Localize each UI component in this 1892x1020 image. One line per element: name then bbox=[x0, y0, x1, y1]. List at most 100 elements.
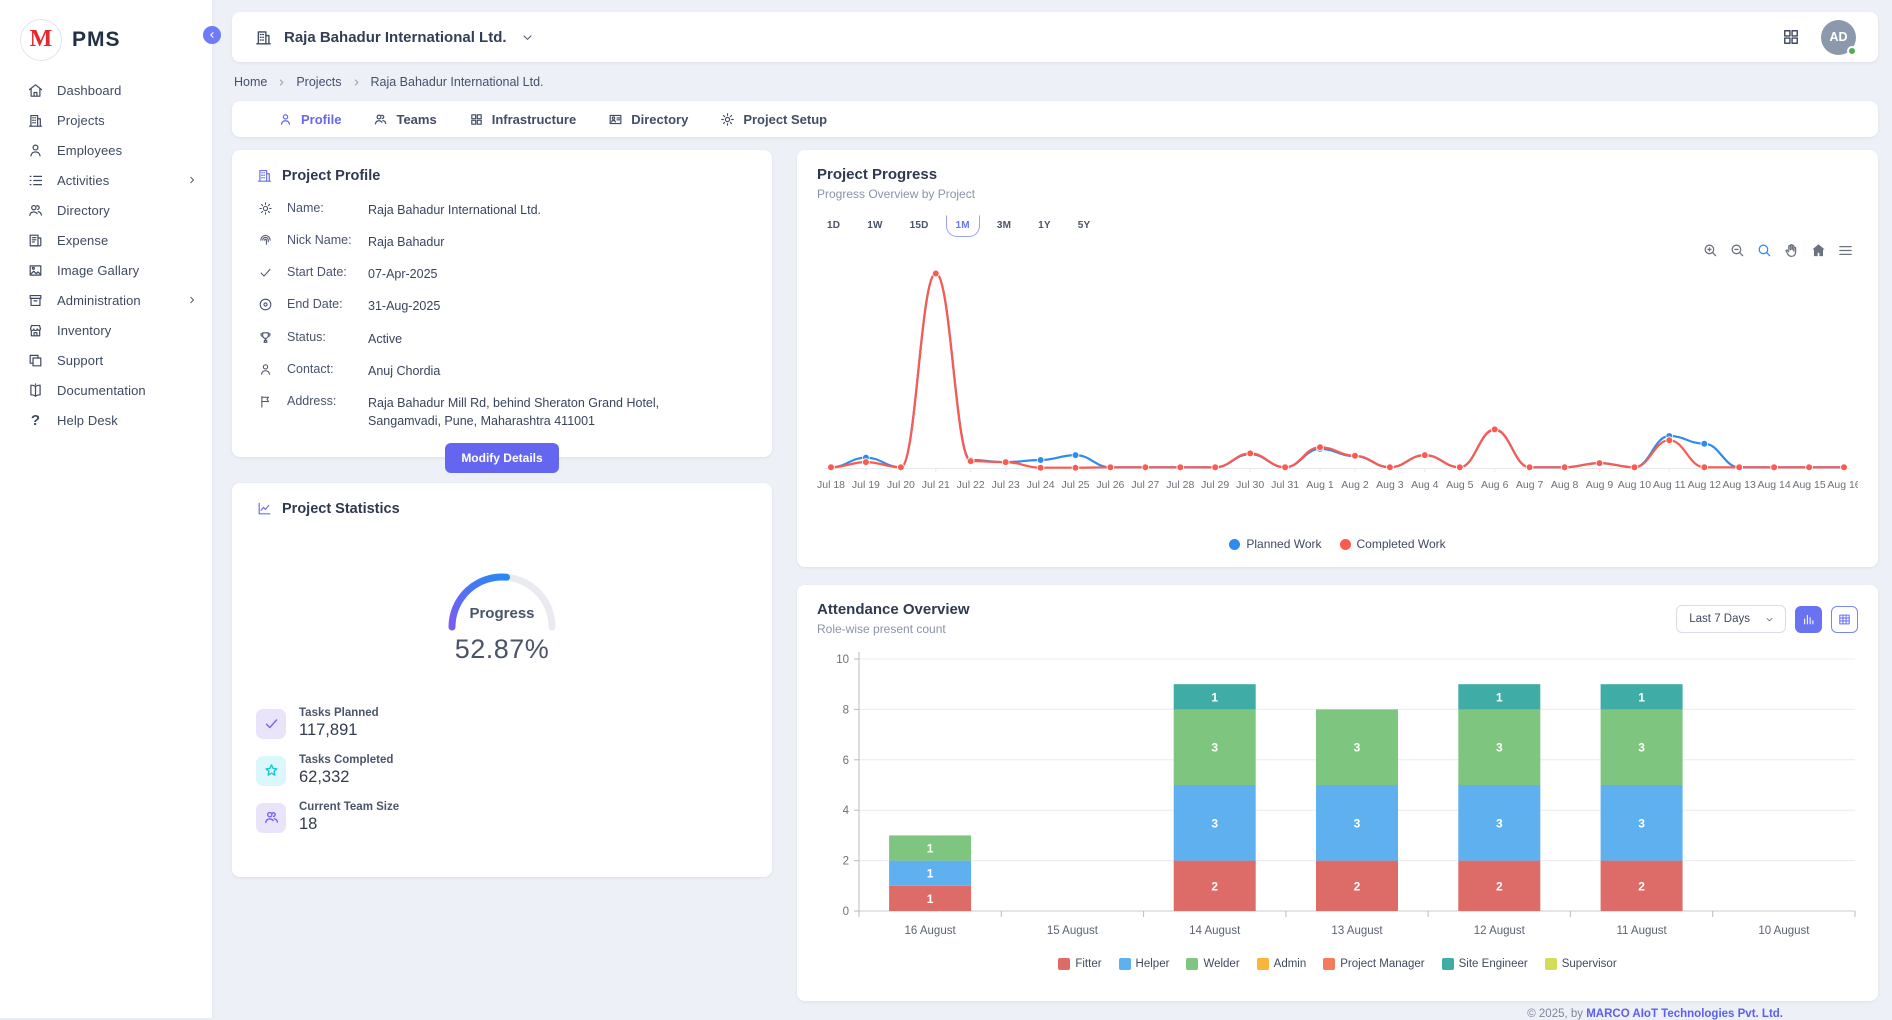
svg-text:10: 10 bbox=[836, 654, 849, 666]
range-button-1y[interactable]: 1Y bbox=[1028, 215, 1061, 237]
sidebar-collapse-button[interactable] bbox=[203, 26, 221, 44]
sidebar-item-administration[interactable]: Administration bbox=[0, 285, 212, 315]
profile-row-label: Address: bbox=[287, 393, 368, 408]
svg-text:Jul 26: Jul 26 bbox=[1096, 479, 1124, 491]
receipt-icon bbox=[27, 232, 44, 249]
avatar[interactable]: AD bbox=[1821, 20, 1856, 55]
breadcrumb: Home Projects Raja Bahadur International L… bbox=[234, 75, 1878, 89]
tab-teams[interactable]: Teams bbox=[357, 101, 452, 137]
tab-profile[interactable]: Profile bbox=[262, 101, 357, 137]
sidebar-item-dashboard[interactable]: Dashboard bbox=[0, 75, 212, 105]
apps-grid-icon[interactable] bbox=[1781, 27, 1801, 47]
table-view-button[interactable] bbox=[1831, 606, 1858, 633]
sidebar-item-label: Inventory bbox=[57, 323, 111, 338]
company-selector[interactable]: Raja Bahadur International Ltd. bbox=[254, 28, 535, 47]
svg-text:Aug 6: Aug 6 bbox=[1481, 479, 1509, 491]
attendance-chart-legend: Fitter Helper Welder Admin Project Manag… bbox=[817, 958, 1858, 970]
modify-details-button[interactable]: Modify Details bbox=[445, 443, 558, 473]
profile-row-value: Raja Bahadur International Ltd. bbox=[368, 200, 541, 219]
zoomin-icon[interactable] bbox=[1702, 242, 1719, 259]
sidebar-item-support[interactable]: Support bbox=[0, 345, 212, 375]
range-button-1m[interactable]: 1M bbox=[946, 215, 980, 237]
legend-swatch bbox=[1442, 958, 1454, 970]
legend-label: Welder bbox=[1203, 958, 1239, 970]
attendance-card: Attendance Overview Role-wise present co… bbox=[797, 585, 1878, 1001]
breadcrumb-item: Raja Bahadur International Ltd. bbox=[371, 75, 544, 89]
gauge-label: Progress bbox=[469, 605, 534, 622]
range-button-3m[interactable]: 3M bbox=[987, 215, 1021, 237]
sidebar-item-directory[interactable]: Directory bbox=[0, 195, 212, 225]
range-button-1d[interactable]: 1D bbox=[817, 215, 850, 237]
legend-item-fitter[interactable]: Fitter bbox=[1058, 958, 1101, 970]
legend-item-completed-work[interactable]: Completed Work bbox=[1340, 537, 1446, 551]
legend-item-supervisor[interactable]: Supervisor bbox=[1545, 958, 1617, 970]
svg-text:1: 1 bbox=[927, 842, 934, 856]
app-root: M PMS Dashboard Projects Employees Activ… bbox=[0, 0, 1892, 1018]
attendance-titles: Attendance Overview Role-wise present co… bbox=[817, 601, 970, 636]
tab-infrastructure[interactable]: Infrastructure bbox=[453, 101, 593, 137]
profile-row: Address: Raja Bahadur Mill Rd, behind Sh… bbox=[256, 393, 748, 430]
zoomsel-icon[interactable] bbox=[1756, 242, 1773, 259]
book-icon bbox=[27, 382, 44, 399]
chevron-right-icon bbox=[351, 77, 362, 88]
range-button-5y[interactable]: 5Y bbox=[1068, 215, 1101, 237]
range-button-1w[interactable]: 1W bbox=[857, 215, 892, 237]
list-icon bbox=[27, 172, 44, 189]
sidebar-item-expense[interactable]: Expense bbox=[0, 225, 212, 255]
breadcrumb-item[interactable]: Home bbox=[234, 75, 267, 89]
svg-text:Aug 4: Aug 4 bbox=[1411, 479, 1439, 491]
stat-label: Tasks Planned bbox=[299, 707, 379, 719]
chart-toolbar bbox=[1702, 242, 1854, 259]
profile-row: Nick Name: Raja Bahadur bbox=[256, 232, 748, 251]
homefill-icon[interactable] bbox=[1810, 242, 1827, 259]
legend-item-project-manager[interactable]: Project Manager bbox=[1323, 958, 1424, 970]
legend-item-planned-work[interactable]: Planned Work bbox=[1229, 537, 1321, 551]
profile-row-value: Raja Bahadur Mill Rd, behind Sheraton Gr… bbox=[368, 393, 698, 430]
range-button-15d[interactable]: 15D bbox=[900, 215, 939, 237]
sidebar-item-activities[interactable]: Activities bbox=[0, 165, 212, 195]
legend-label: Completed Work bbox=[1357, 537, 1446, 551]
sidebar-item-projects[interactable]: Projects bbox=[0, 105, 212, 135]
zoomout-icon[interactable] bbox=[1729, 242, 1746, 259]
attendance-bar-chart[interactable]: 024681016 August11115 August14 August233… bbox=[817, 644, 1858, 956]
tab-project-setup[interactable]: Project Setup bbox=[704, 101, 843, 137]
legend-item-site-engineer[interactable]: Site Engineer bbox=[1442, 958, 1528, 970]
sidebar-item-employees[interactable]: Employees bbox=[0, 135, 212, 165]
svg-text:Jul 19: Jul 19 bbox=[852, 479, 880, 491]
profile-row-value: Anuj Chordia bbox=[368, 361, 440, 380]
legend-item-admin[interactable]: Admin bbox=[1257, 958, 1307, 970]
svg-text:Aug 2: Aug 2 bbox=[1341, 479, 1369, 491]
bar-view-button[interactable] bbox=[1795, 606, 1822, 633]
pan-icon[interactable] bbox=[1783, 242, 1800, 259]
breadcrumb-item[interactable]: Projects bbox=[296, 75, 341, 89]
profile-row: Status: Active bbox=[256, 329, 748, 348]
copyright-text: © 2025, by bbox=[1527, 1008, 1586, 1020]
sidebar-item-image-gallary[interactable]: Image Gallary bbox=[0, 255, 212, 285]
people-icon bbox=[256, 803, 286, 833]
profile-row: Start Date: 07-Apr-2025 bbox=[256, 264, 748, 283]
tab-directory[interactable]: Directory bbox=[592, 101, 704, 137]
sidebar-item-label: Support bbox=[57, 353, 103, 368]
menu-icon[interactable] bbox=[1837, 242, 1854, 259]
sidebar-item-inventory[interactable]: Inventory bbox=[0, 315, 212, 345]
progress-line-chart[interactable]: Jul 18Jul 19Jul 20Jul 21Jul 22Jul 23Jul … bbox=[817, 263, 1858, 531]
main-area: Raja Bahadur International Ltd. AD Home P… bbox=[212, 0, 1892, 1018]
time-range-buttons: 1D 1W 15D 1M 3M 1Y 5Y bbox=[817, 215, 1858, 237]
svg-text:0: 0 bbox=[843, 906, 849, 918]
tab-label: Teams bbox=[396, 112, 436, 127]
sidebar-item-help-desk[interactable]: ? Help Desk bbox=[0, 405, 212, 435]
date-range-dropdown[interactable]: Last 7 Days bbox=[1676, 605, 1786, 633]
right-column: Project Progress Progress Overview by Pr… bbox=[797, 150, 1878, 1020]
sidebar-item-documentation[interactable]: Documentation bbox=[0, 375, 212, 405]
profile-row: End Date: 31-Aug-2025 bbox=[256, 296, 748, 315]
svg-text:Jul 24: Jul 24 bbox=[1027, 479, 1055, 491]
question-icon: ? bbox=[27, 412, 44, 429]
legend-item-welder[interactable]: Welder bbox=[1186, 958, 1239, 970]
stat-row: Tasks Planned 117,891 bbox=[256, 707, 748, 740]
statistics-card-title: Project Statistics bbox=[282, 501, 400, 517]
legend-item-helper[interactable]: Helper bbox=[1119, 958, 1170, 970]
sidebar-item-label: Help Desk bbox=[57, 413, 118, 428]
flag-icon bbox=[258, 394, 273, 409]
company-link[interactable]: MARCO AIoT Technologies Pvt. Ltd. bbox=[1586, 1008, 1783, 1020]
svg-text:15 August: 15 August bbox=[1047, 925, 1099, 937]
